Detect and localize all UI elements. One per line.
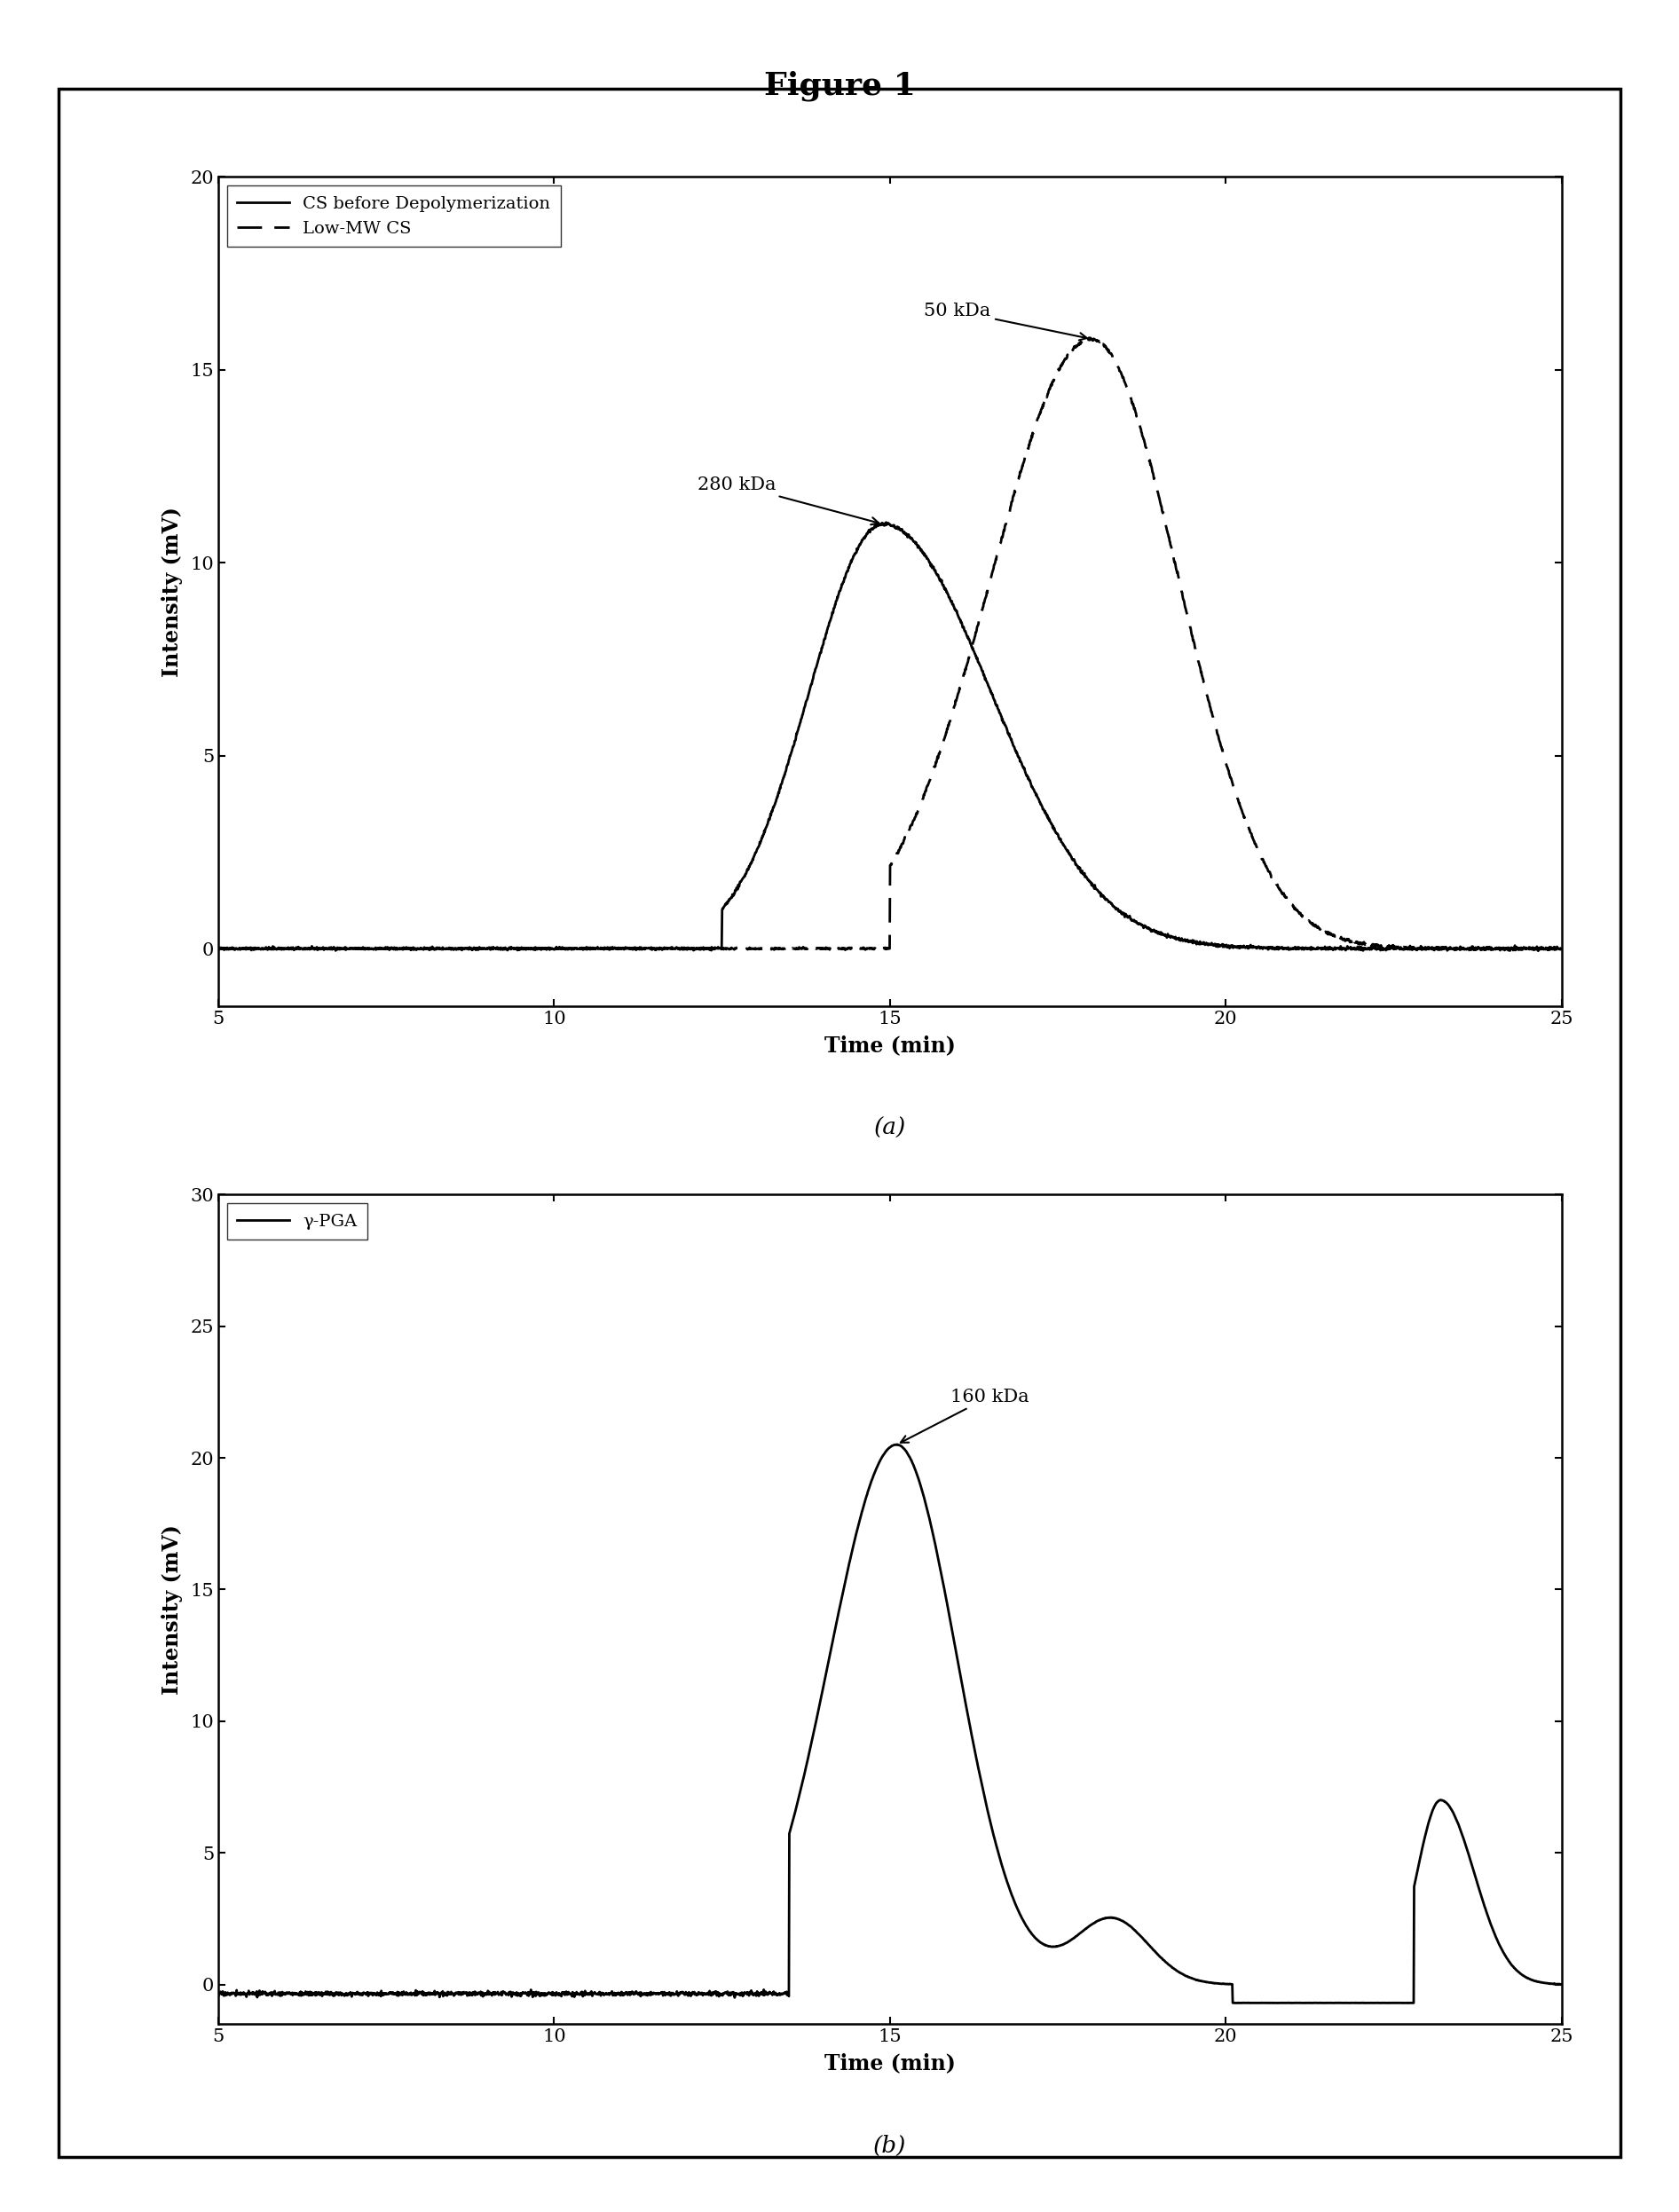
γ-PGA [1526, 1969, 1546, 1995]
CS before Depolymerization [361, 936, 381, 962]
γ-PGA [781, 1812, 801, 1838]
Low-MW CS [724, 936, 744, 962]
Legend: CS before Depolymerization, Low-MW CS: CS before Depolymerization, Low-MW CS [227, 186, 561, 248]
Text: 160 kDa: 160 kDa [900, 1389, 1029, 1442]
CS before Depolymerization [781, 739, 801, 765]
γ-PGA [361, 1980, 381, 2006]
CS before Depolymerization [1380, 936, 1400, 962]
Low-MW CS [361, 936, 381, 962]
Low-MW CS [1380, 933, 1400, 960]
Line: Low-MW CS: Low-MW CS [218, 338, 1561, 951]
CS before Depolymerization [724, 883, 744, 909]
CS before Depolymerization [1551, 936, 1572, 962]
CS before Depolymerization [876, 509, 897, 535]
CS before Depolymerization [208, 936, 228, 962]
γ-PGA [1239, 1991, 1259, 2017]
Text: 280 kDa: 280 kDa [697, 476, 878, 524]
Low-MW CS [442, 936, 462, 962]
γ-PGA [1382, 1989, 1402, 2015]
Line: CS before Depolymerization: CS before Depolymerization [218, 522, 1561, 951]
X-axis label: Time (min): Time (min) [824, 1035, 955, 1057]
Low-MW CS [1080, 325, 1100, 352]
Low-MW CS [781, 936, 801, 962]
Text: Figure 1: Figure 1 [764, 71, 915, 102]
Low-MW CS [1526, 936, 1546, 962]
γ-PGA [208, 1980, 228, 2006]
Y-axis label: Intensity (mV): Intensity (mV) [161, 507, 183, 677]
Y-axis label: Intensity (mV): Intensity (mV) [161, 1524, 183, 1694]
CS before Depolymerization [1528, 938, 1548, 964]
Line: γ-PGA: γ-PGA [218, 1444, 1561, 2004]
Low-MW CS [1486, 938, 1506, 964]
CS before Depolymerization [1526, 936, 1546, 962]
Legend: γ-PGA: γ-PGA [227, 1203, 368, 1239]
Low-MW CS [208, 936, 228, 962]
Text: 50 kDa: 50 kDa [923, 303, 1086, 341]
γ-PGA [442, 1978, 462, 2004]
Low-MW CS [1551, 936, 1572, 962]
Text: (b): (b) [873, 2135, 907, 2157]
X-axis label: Time (min): Time (min) [824, 2053, 955, 2075]
γ-PGA [1551, 1971, 1572, 1997]
γ-PGA [724, 1980, 744, 2006]
CS before Depolymerization [442, 936, 462, 962]
γ-PGA [887, 1431, 907, 1458]
Text: (a): (a) [873, 1117, 907, 1139]
